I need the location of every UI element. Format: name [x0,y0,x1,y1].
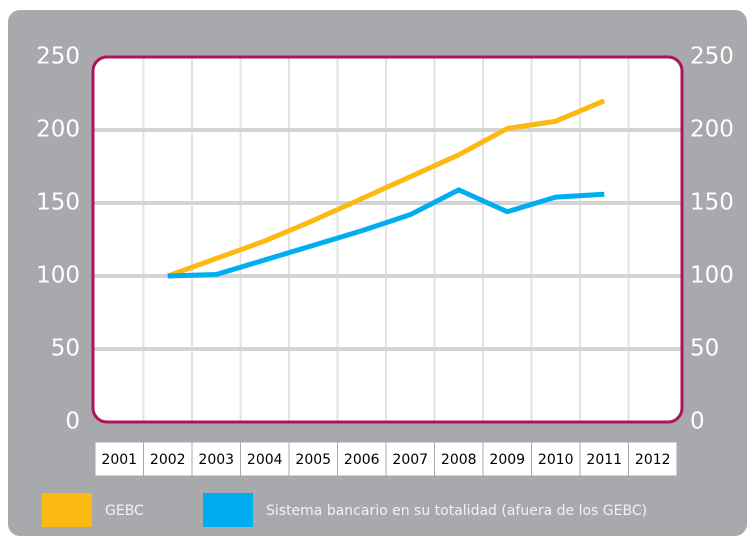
series-line [166,98,606,279]
x-tick-label: 2012 [635,452,671,468]
category-box [579,441,629,477]
x-tick-label: 2004 [247,452,283,468]
y2-tick-label: 150 [690,190,734,216]
category-box [143,441,193,477]
plot-area [93,57,682,422]
x-tick-label: 2009 [489,452,525,468]
x-tick-label: 2006 [344,452,380,468]
x-tick-label: 2003 [198,452,234,468]
legend-label: Sistema bancario en su totalidad (afuera… [266,503,647,519]
y-tick-label: 250 [36,44,80,70]
x-tick-label: 2008 [441,452,477,468]
y-tick-label: 150 [36,190,80,216]
x-tick-label: 2001 [101,452,137,468]
y-tick-label: 50 [51,336,80,362]
y2-tick-label: 250 [690,44,734,70]
lines [166,98,606,279]
x-tick-label: 2011 [586,452,622,468]
legend-swatch [203,493,253,527]
legend-label: GEBC [105,503,144,519]
legend-swatch [42,493,92,527]
category-box [94,441,144,477]
y2-tick-label: 200 [690,117,734,143]
category-box [628,441,678,477]
y-tick-label: 0 [65,409,80,435]
category-box [191,441,241,477]
y-tick-label: 200 [36,117,80,143]
category-box [434,441,484,477]
y2-tick-label: 0 [690,409,705,435]
series-line [167,187,605,279]
category-box [337,441,387,477]
y-tick-label: 100 [36,263,80,289]
y2-tick-label: 100 [690,263,734,289]
y2-tick-label: 50 [690,336,719,362]
x-tick-label: 2007 [392,452,428,468]
x-tick-label: 2002 [150,452,186,468]
x-tick-label: 2010 [538,452,574,468]
plot-border [91,55,684,424]
category-box [531,441,581,477]
x-tick-label: 2005 [295,452,331,468]
